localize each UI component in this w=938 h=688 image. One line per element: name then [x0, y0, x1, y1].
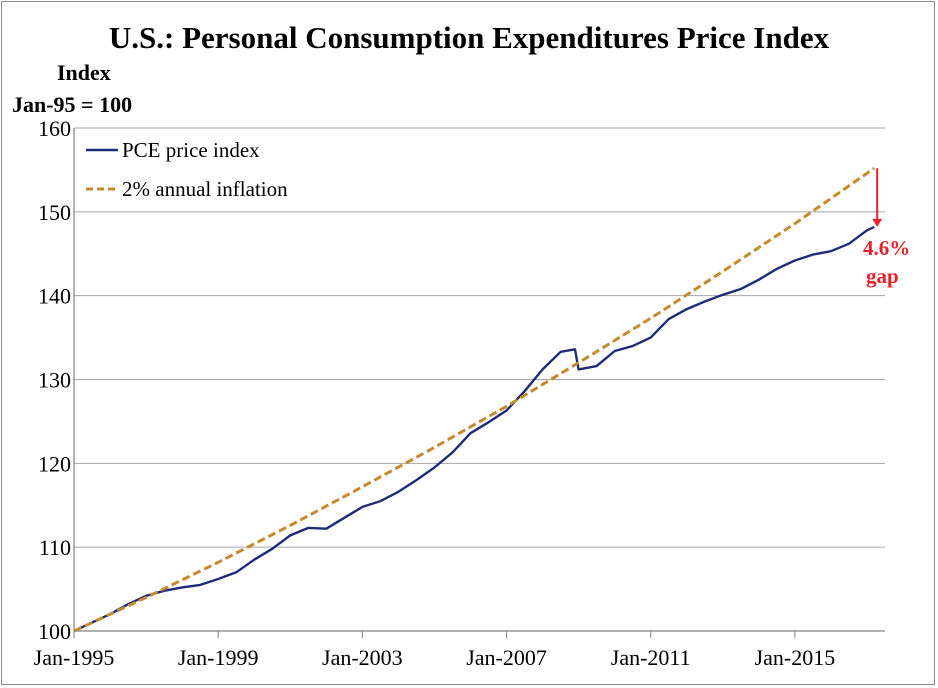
x-tick-label: Jan-1995	[34, 645, 115, 670]
y-axis-label-line2: Jan-95 = 100	[12, 92, 133, 117]
x-tick-labels: Jan-1995 Jan-1999 Jan-2003 Jan-2007 Jan-2011…	[34, 631, 836, 670]
series-line-pce	[73, 225, 875, 633]
y-axis-label-line1: Index	[57, 60, 111, 85]
y-tick-label: 110	[39, 535, 71, 560]
y-tick-label: 120	[38, 451, 71, 476]
x-tick-label: Jan-1999	[178, 645, 259, 670]
x-tick-label: Jan-2015	[755, 645, 836, 670]
x-tick-label: Jan-2011	[611, 645, 691, 670]
y-tick-label: 100	[38, 619, 71, 644]
y-tick-label: 140	[38, 284, 71, 309]
y-tick-labels: 100 110 120 130 140 150 160	[38, 116, 71, 644]
gap-arrow-head	[872, 218, 883, 227]
legend-label-pce: PCE price index	[122, 138, 260, 162]
y-tick-label: 160	[38, 116, 71, 141]
series-line-inflation	[73, 166, 876, 633]
chart-title: U.S.: Personal Consumption Expenditures …	[108, 20, 830, 55]
y-tick-label: 150	[38, 200, 71, 225]
x-tick-label: Jan-2003	[322, 645, 403, 670]
gap-annotation: 4.6% gap	[863, 168, 910, 288]
legend: PCE price index 2% annual inflation	[86, 138, 288, 201]
gridlines	[73, 127, 885, 632]
legend-label-inflation: 2% annual inflation	[122, 177, 288, 201]
series-lines	[73, 166, 876, 633]
gap-annotation-percent: 4.6%	[863, 236, 910, 260]
x-tick-label: Jan-2007	[466, 645, 547, 670]
gap-annotation-label: gap	[866, 264, 899, 288]
y-tick-label: 130	[38, 368, 71, 393]
